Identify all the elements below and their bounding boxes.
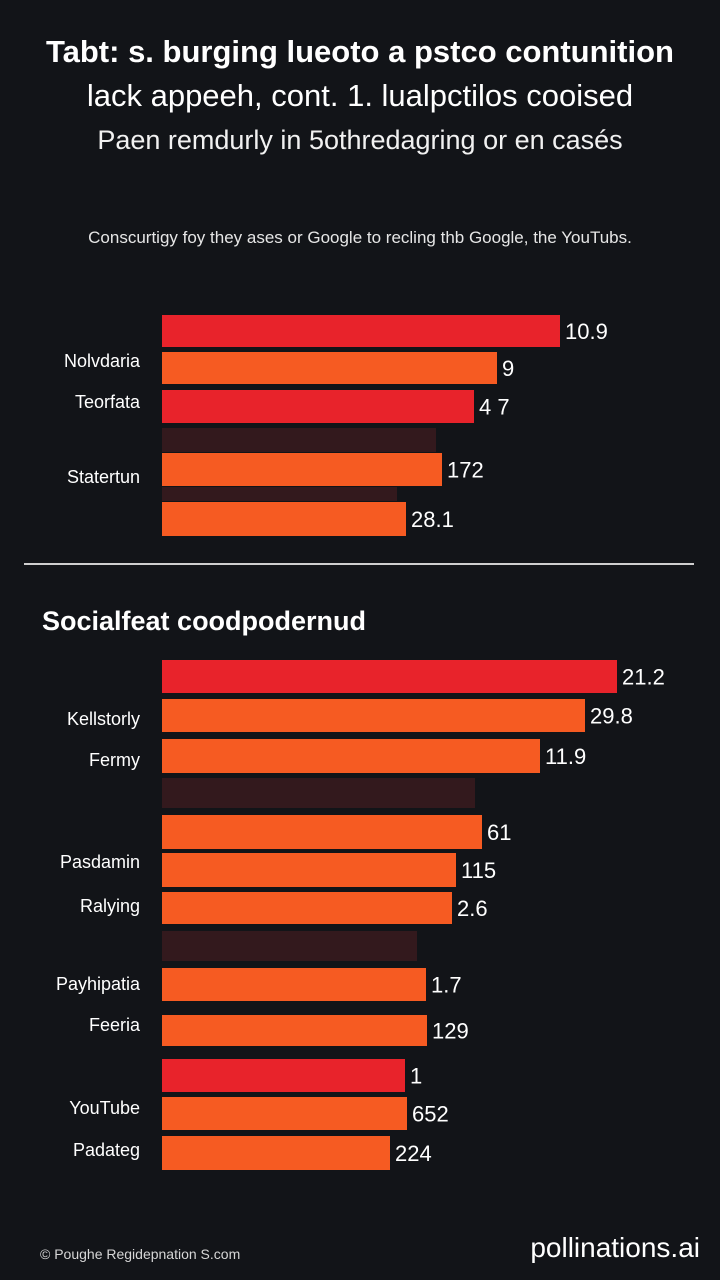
bar [162,815,482,849]
chart-title-line-1: Tabt: s. burging lueoto a pstco contunit… [46,34,674,69]
bar [162,502,406,536]
bar [162,931,417,961]
category-label: Fermy [89,750,140,770]
data-label: 1 [410,1064,422,1089]
category-label: Payhipatia [56,974,141,994]
bar [162,660,617,693]
data-label: 129 [432,1019,469,1044]
chart-header: Tabt: s. burging lueoto a pstco contunit… [0,30,720,160]
bar [162,315,560,347]
data-label: 4 7 [479,395,510,420]
bar [162,968,426,1001]
chart-subtitle: Paen remdurly in 5othredagring or en cas… [97,125,623,155]
category-label: Feeria [89,1015,141,1035]
chart-title-line-2: lack appeeh, cont. 1. lualpctilos cooise… [86,78,634,113]
data-label: 172 [447,458,484,483]
bar [162,487,397,501]
bar [162,1015,427,1046]
bar [162,853,456,887]
data-label: 21.2 [622,665,665,690]
data-label: 28.1 [411,507,454,532]
bar [162,1136,390,1170]
data-label: 10.9 [565,319,608,344]
category-label: YouTube [69,1098,140,1118]
category-label: Nolvdaria [64,351,141,371]
data-label: 652 [412,1102,449,1127]
category-label: Teorfata [75,392,141,412]
bar [162,390,474,423]
category-label: Padateg [73,1140,140,1160]
section-divider [24,563,694,565]
data-label: 9 [502,356,514,381]
data-label: 1.7 [431,973,462,998]
bar [162,352,497,384]
chart-note: Conscurtigy foy they ases or Google to r… [88,228,632,247]
bar [162,428,436,452]
bar [162,1097,407,1130]
data-label: 61 [487,820,511,845]
watermark-logo: pollinations.ai [530,1232,700,1263]
bar [162,739,540,773]
section-title: Socialfeat coodpodernud [42,606,367,636]
data-label: 2.6 [457,896,488,921]
data-label: 224 [395,1141,432,1166]
category-label: Ralying [80,896,140,916]
category-label: Statertun [67,467,140,487]
bar [162,892,452,924]
bar [162,1059,405,1092]
data-label: 29.8 [590,704,633,729]
footer-credit: © Poughe Regidepnation S.com [40,1246,241,1262]
bar [162,453,442,486]
category-label: Kellstorly [67,709,140,729]
bar [162,778,475,808]
data-label: 115 [461,858,496,883]
data-label: 11.9 [545,744,586,769]
category-label: Pasdamin [60,852,140,872]
bar [162,699,585,732]
